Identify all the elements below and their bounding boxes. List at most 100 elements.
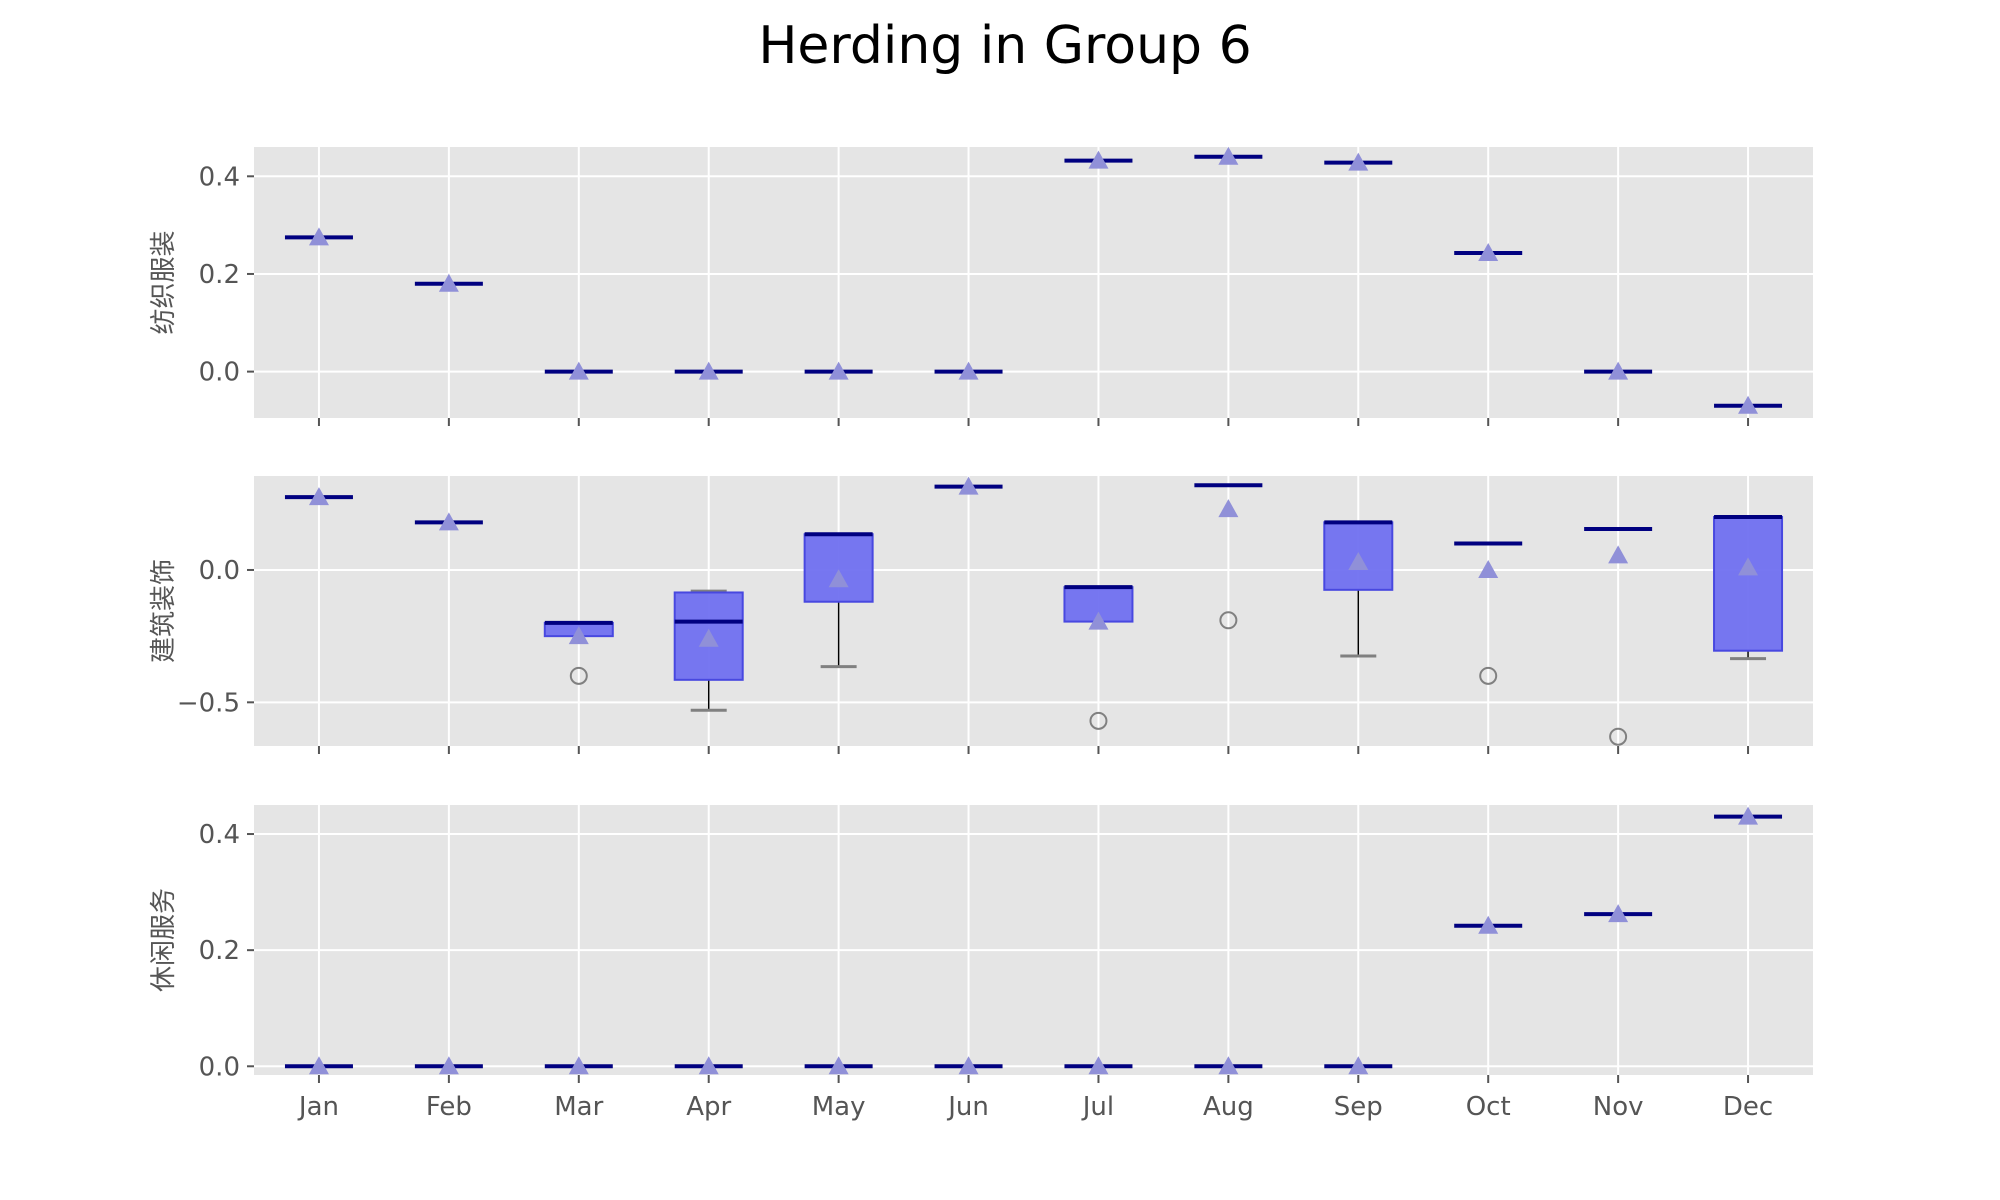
box-jun [934, 1056, 1003, 1075]
box-apr [673, 589, 744, 712]
box-dec [1714, 806, 1783, 825]
x-tick-label: Oct [1466, 1092, 1511, 1122]
axes-background [254, 147, 1813, 418]
mean-marker [1478, 559, 1499, 578]
box-jan [284, 227, 353, 246]
x-tick-label: Jun [946, 1092, 989, 1122]
panel-1: 0.0 0.2 0.4 纺织服装 [149, 146, 1813, 426]
x-tick-label: Aug [1203, 1092, 1254, 1122]
axes-background [254, 805, 1813, 1075]
mean-marker [958, 361, 979, 380]
mean-marker [1738, 395, 1759, 414]
mean-marker [1218, 146, 1239, 165]
panels: 0.0 0.2 0.4 纺织服装 −0.5 0.0 建筑装饰 0.0 0.2 0.4 休闲服务 Jan… [149, 146, 1813, 1122]
mean-marker [1608, 904, 1629, 923]
box-may [803, 532, 874, 669]
box-mar [543, 620, 614, 685]
x-tick-label: Nov [1593, 1092, 1644, 1122]
x-tick-label: Sep [1334, 1092, 1383, 1122]
box-dec [1713, 515, 1784, 661]
y-tick-label: 0.2 [199, 260, 240, 290]
box-aug [1194, 146, 1263, 165]
panel-3: 0.0 0.2 0.4 休闲服务 Jan Feb Mar Apr May Jun Jul Aug Sep… [149, 805, 1813, 1122]
mean-marker [698, 1056, 719, 1075]
box-mar [544, 1056, 613, 1075]
mean-marker [958, 476, 979, 495]
mean-marker [1218, 499, 1239, 518]
outlier-point [1479, 666, 1498, 685]
y-tick-label: 0.4 [199, 162, 240, 192]
axes-background [254, 476, 1813, 746]
mean-marker [1738, 557, 1759, 576]
mean-marker [1608, 361, 1629, 380]
box-oct [1454, 242, 1523, 261]
mean-marker [1348, 152, 1369, 171]
mean-marker [698, 361, 719, 380]
x-tick-label: Feb [426, 1092, 472, 1122]
y-tick-label: 0.4 [199, 820, 240, 850]
mean-marker [438, 512, 459, 531]
mean-marker [828, 361, 849, 380]
box-jan [284, 487, 353, 506]
x-tick-label: May [812, 1092, 866, 1122]
box-jul [1064, 150, 1133, 169]
box-feb [414, 273, 483, 292]
mean-marker [958, 1056, 979, 1075]
mean-marker [1088, 1056, 1109, 1075]
box-sep [1324, 1056, 1393, 1075]
box-body [1713, 516, 1784, 652]
chart-title: Herding in Group 6 [758, 16, 1251, 76]
outlier-point [1089, 711, 1108, 730]
box-sep [1323, 520, 1394, 658]
x-tick-label: Apr [686, 1092, 731, 1122]
mean-marker [1088, 611, 1109, 630]
mean-marker [828, 569, 849, 588]
mean-marker [568, 626, 589, 645]
outlier-point [569, 666, 588, 685]
box-nov [1584, 904, 1653, 923]
x-tick-label: Jul [1081, 1092, 1114, 1122]
box-dec [1714, 395, 1783, 414]
y-tick-label: 0.2 [199, 936, 240, 966]
box-apr [674, 1056, 743, 1075]
mean-marker [828, 1056, 849, 1075]
mean-marker [1348, 552, 1369, 571]
box-apr [674, 361, 743, 380]
box-aug [1194, 483, 1263, 630]
mean-marker [1608, 545, 1629, 564]
y-tick-label: 0.0 [199, 556, 240, 586]
mean-marker [568, 361, 589, 380]
y-axis-label: 建筑装饰 [149, 559, 179, 663]
box-oct [1454, 541, 1523, 685]
mean-marker [698, 628, 719, 647]
y-tick-label: 0.0 [199, 1052, 240, 1082]
y-tick-label: −0.5 [177, 688, 240, 718]
box-body [803, 533, 874, 603]
box-sep [1324, 152, 1393, 171]
box-oct [1454, 915, 1523, 934]
y-tick-label: 0.0 [199, 358, 240, 388]
box-jul [1063, 585, 1134, 730]
box-feb [414, 1056, 483, 1075]
mean-marker [438, 273, 459, 292]
mean-marker [438, 1056, 459, 1075]
x-tick-label: Jan [297, 1092, 339, 1122]
box-feb [414, 512, 483, 531]
box-mar [544, 361, 613, 380]
mean-marker [1478, 242, 1499, 261]
mean-marker [1218, 1056, 1239, 1075]
mean-marker [308, 1056, 329, 1075]
y-axis-label: 纺织服装 [149, 230, 179, 334]
box-may [804, 361, 873, 380]
x-tick-label: Dec [1723, 1092, 1773, 1122]
box-jun [934, 361, 1003, 380]
x-tick-label: Mar [554, 1092, 603, 1122]
panel-2: −0.5 0.0 建筑装饰 [149, 476, 1813, 754]
box-jun [934, 476, 1003, 495]
box-jul [1064, 1056, 1133, 1075]
box-may [804, 1056, 873, 1075]
outlier-point [1609, 727, 1628, 746]
outlier-point [1219, 611, 1238, 630]
box-nov [1584, 361, 1653, 380]
